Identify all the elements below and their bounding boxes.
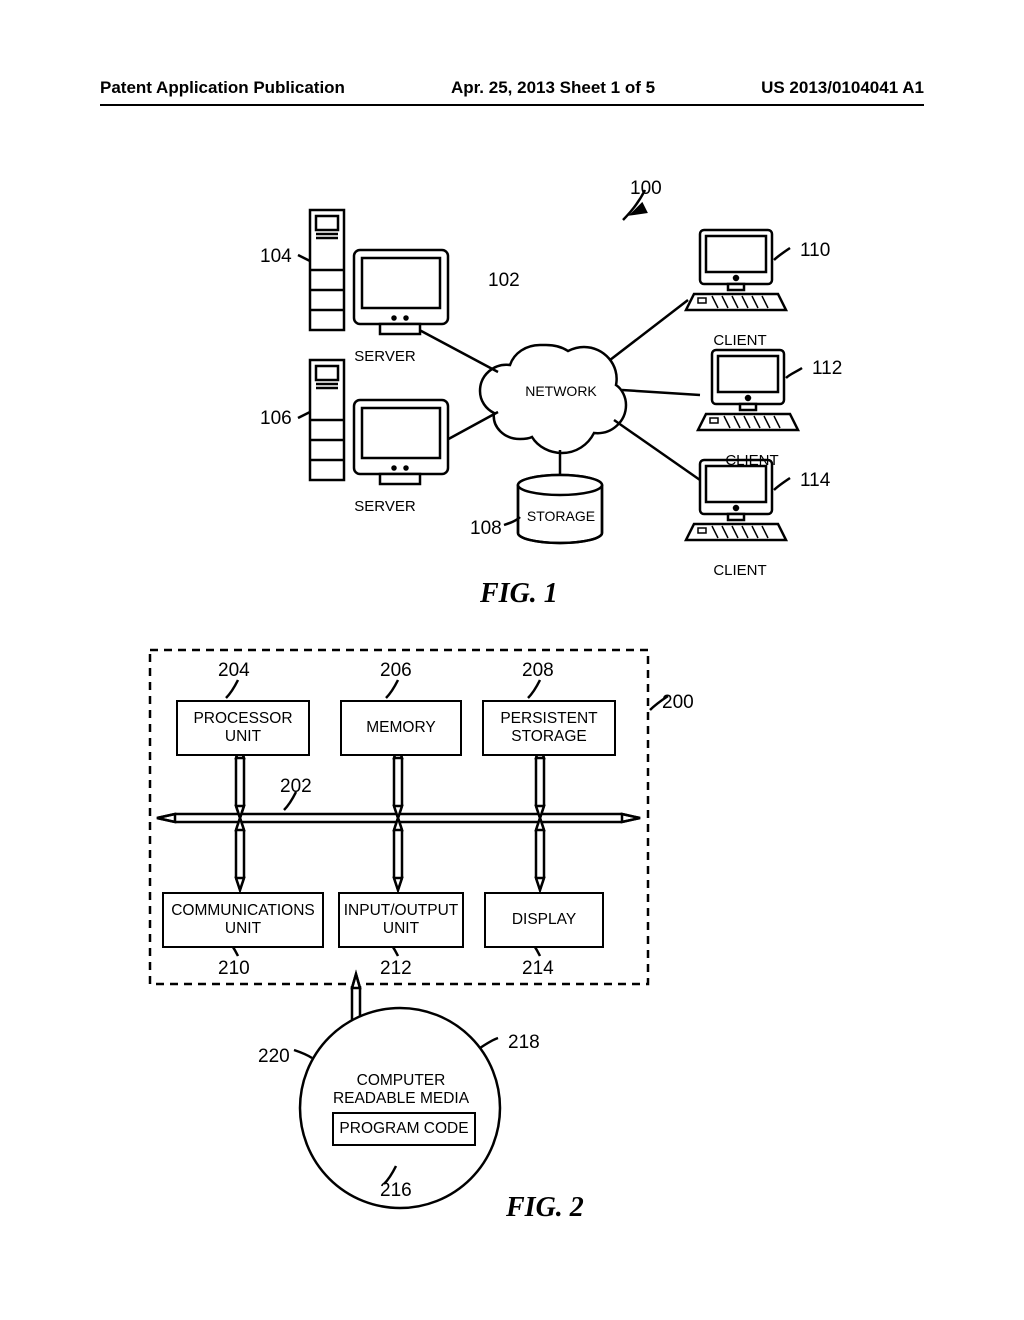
fig1-caption: FIG. 1 xyxy=(480,578,558,610)
label-server2: SERVER xyxy=(340,498,430,515)
box-io-text: INPUT/OUTPUT UNIT xyxy=(344,902,459,938)
ref-208: 208 xyxy=(522,660,554,682)
ref-106: 106 xyxy=(260,408,292,430)
box-memory: MEMORY xyxy=(340,700,462,756)
ref-100: 100 xyxy=(630,178,662,200)
fig2-caption: FIG. 2 xyxy=(506,1192,584,1224)
box-pstorage-text: PERSISTENT STORAGE xyxy=(500,710,597,746)
box-processor-text: PROCESSOR UNIT xyxy=(193,710,292,746)
ref-206: 206 xyxy=(380,660,412,682)
media-label: COMPUTER READABLE MEDIA xyxy=(330,1072,472,1108)
ref-220: 220 xyxy=(258,1046,290,1068)
ref-114: 114 xyxy=(800,470,830,492)
box-display-text: DISPLAY xyxy=(512,911,576,929)
ref-214: 214 xyxy=(522,958,554,980)
header-rule xyxy=(100,104,924,106)
box-comm: COMMUNICATIONS UNIT xyxy=(162,892,324,948)
label-storage: STORAGE xyxy=(520,508,602,524)
ref-202: 202 xyxy=(280,776,312,798)
ref-216: 216 xyxy=(380,1180,412,1202)
page: Patent Application Publication Apr. 25, … xyxy=(0,0,1024,1320)
box-display: DISPLAY xyxy=(484,892,604,948)
box-pcode-text: PROGRAM CODE xyxy=(339,1120,468,1138)
ref-212: 212 xyxy=(380,958,412,980)
box-comm-text: COMMUNICATIONS UNIT xyxy=(171,902,315,938)
box-program-code: PROGRAM CODE xyxy=(332,1112,476,1146)
header-center: Apr. 25, 2013 Sheet 1 of 5 xyxy=(451,78,655,98)
header-right: US 2013/0104041 A1 xyxy=(761,78,924,98)
box-pstorage: PERSISTENT STORAGE xyxy=(482,700,616,756)
ref-110: 110 xyxy=(800,240,830,262)
page-header: Patent Application Publication Apr. 25, … xyxy=(100,78,924,98)
label-network: NETWORK xyxy=(520,383,602,399)
label-server1: SERVER xyxy=(340,348,430,365)
ref-102: 102 xyxy=(488,270,520,292)
label-client2: CLIENT xyxy=(712,452,792,469)
ref-218: 218 xyxy=(508,1032,540,1054)
label-client1: CLIENT xyxy=(700,332,780,349)
box-processor: PROCESSOR UNIT xyxy=(176,700,310,756)
ref-200: 200 xyxy=(662,692,694,714)
header-left: Patent Application Publication xyxy=(100,78,345,98)
box-io: INPUT/OUTPUT UNIT xyxy=(338,892,464,948)
ref-104: 104 xyxy=(260,246,292,268)
box-memory-text: MEMORY xyxy=(366,719,435,737)
ref-210: 210 xyxy=(218,958,250,980)
label-client3: CLIENT xyxy=(700,562,780,579)
ref-112: 112 xyxy=(812,358,842,380)
ref-108: 108 xyxy=(470,518,502,540)
ref-204: 204 xyxy=(218,660,250,682)
